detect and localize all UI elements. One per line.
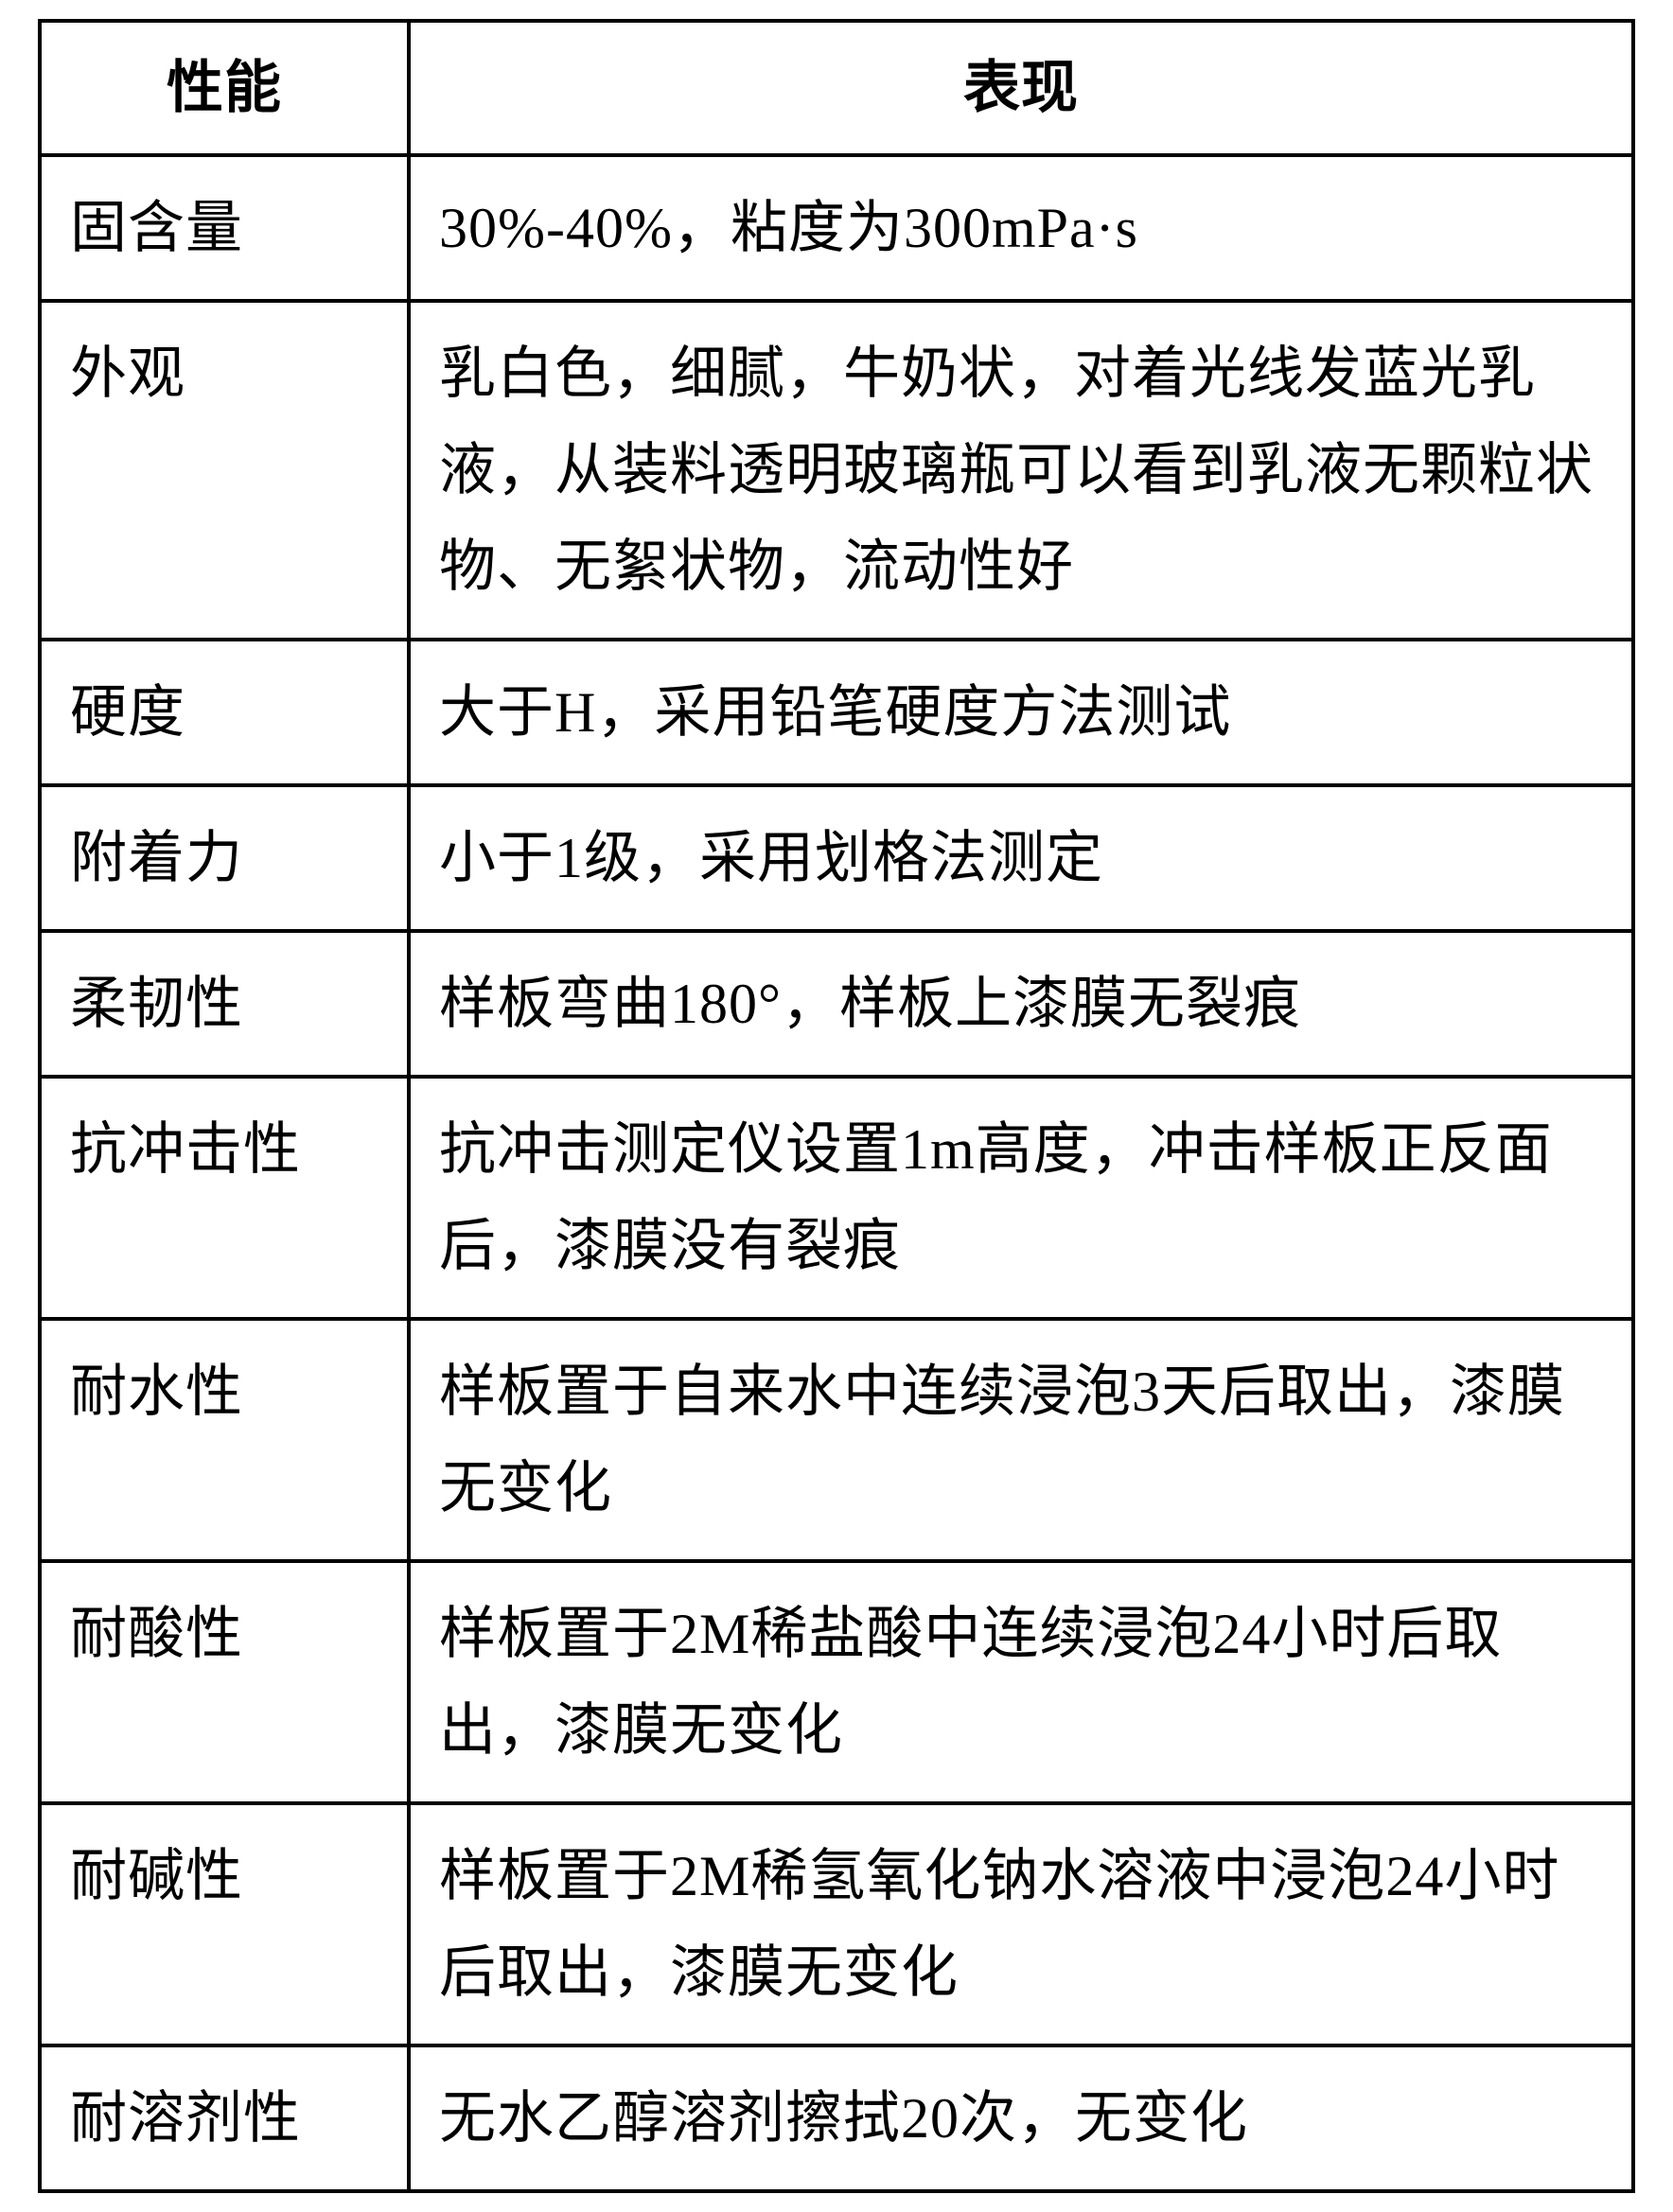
table-row: 耐水性 样板置于自来水中连续浸泡3天后取出，漆膜无变化 <box>40 1319 1633 1561</box>
table-row: 耐溶剂性 无水乙醇溶剂擦拭20次，无变化 <box>40 2045 1633 2191</box>
table-row: 柔韧性 样板弯曲180°，样板上漆膜无裂痕 <box>40 931 1633 1077</box>
table-row: 附着力 小于1级，采用划格法测定 <box>40 785 1633 931</box>
cell-property: 外观 <box>40 301 409 640</box>
table-row: 固含量 30%-40%，粘度为300mPa·s <box>40 155 1633 301</box>
cell-value: 乳白色，细腻，牛奶状，对着光线发蓝光乳液，从装料透明玻璃瓶可以看到乳液无颗粒状物… <box>409 301 1633 640</box>
table-header-row: 性能 表现 <box>40 21 1633 155</box>
page: 性能 表现 固含量 30%-40%，粘度为300mPa·s 外观 乳白色，细腻，… <box>0 0 1673 2212</box>
table-row: 耐碱性 样板置于2M稀氢氧化钠水溶液中浸泡24小时后取出，漆膜无变化 <box>40 1803 1633 2045</box>
cell-value: 大于H，采用铅笔硬度方法测试 <box>409 640 1633 785</box>
cell-property: 耐碱性 <box>40 1803 409 2045</box>
cell-value: 样板置于自来水中连续浸泡3天后取出，漆膜无变化 <box>409 1319 1633 1561</box>
cell-property: 耐溶剂性 <box>40 2045 409 2191</box>
table-row: 抗冲击性 抗冲击测定仪设置1m高度，冲击样板正反面后，漆膜没有裂痕 <box>40 1077 1633 1319</box>
cell-value: 样板置于2M稀氢氧化钠水溶液中浸泡24小时后取出，漆膜无变化 <box>409 1803 1633 2045</box>
cell-property: 柔韧性 <box>40 931 409 1077</box>
cell-property: 硬度 <box>40 640 409 785</box>
cell-value: 抗冲击测定仪设置1m高度，冲击样板正反面后，漆膜没有裂痕 <box>409 1077 1633 1319</box>
cell-value: 无水乙醇溶剂擦拭20次，无变化 <box>409 2045 1633 2191</box>
cell-value: 样板弯曲180°，样板上漆膜无裂痕 <box>409 931 1633 1077</box>
table-row: 硬度 大于H，采用铅笔硬度方法测试 <box>40 640 1633 785</box>
cell-value: 样板置于2M稀盐酸中连续浸泡24小时后取出，漆膜无变化 <box>409 1561 1633 1803</box>
cell-property: 抗冲击性 <box>40 1077 409 1319</box>
cell-property: 耐水性 <box>40 1319 409 1561</box>
cell-property: 固含量 <box>40 155 409 301</box>
properties-table: 性能 表现 固含量 30%-40%，粘度为300mPa·s 外观 乳白色，细腻，… <box>38 19 1635 2193</box>
cell-property: 附着力 <box>40 785 409 931</box>
cell-value: 30%-40%，粘度为300mPa·s <box>409 155 1633 301</box>
table-row: 外观 乳白色，细腻，牛奶状，对着光线发蓝光乳液，从装料透明玻璃瓶可以看到乳液无颗… <box>40 301 1633 640</box>
cell-value: 小于1级，采用划格法测定 <box>409 785 1633 931</box>
cell-property: 耐酸性 <box>40 1561 409 1803</box>
table-row: 耐酸性 样板置于2M稀盐酸中连续浸泡24小时后取出，漆膜无变化 <box>40 1561 1633 1803</box>
col-header-property: 性能 <box>40 21 409 155</box>
col-header-behavior: 表现 <box>409 21 1633 155</box>
